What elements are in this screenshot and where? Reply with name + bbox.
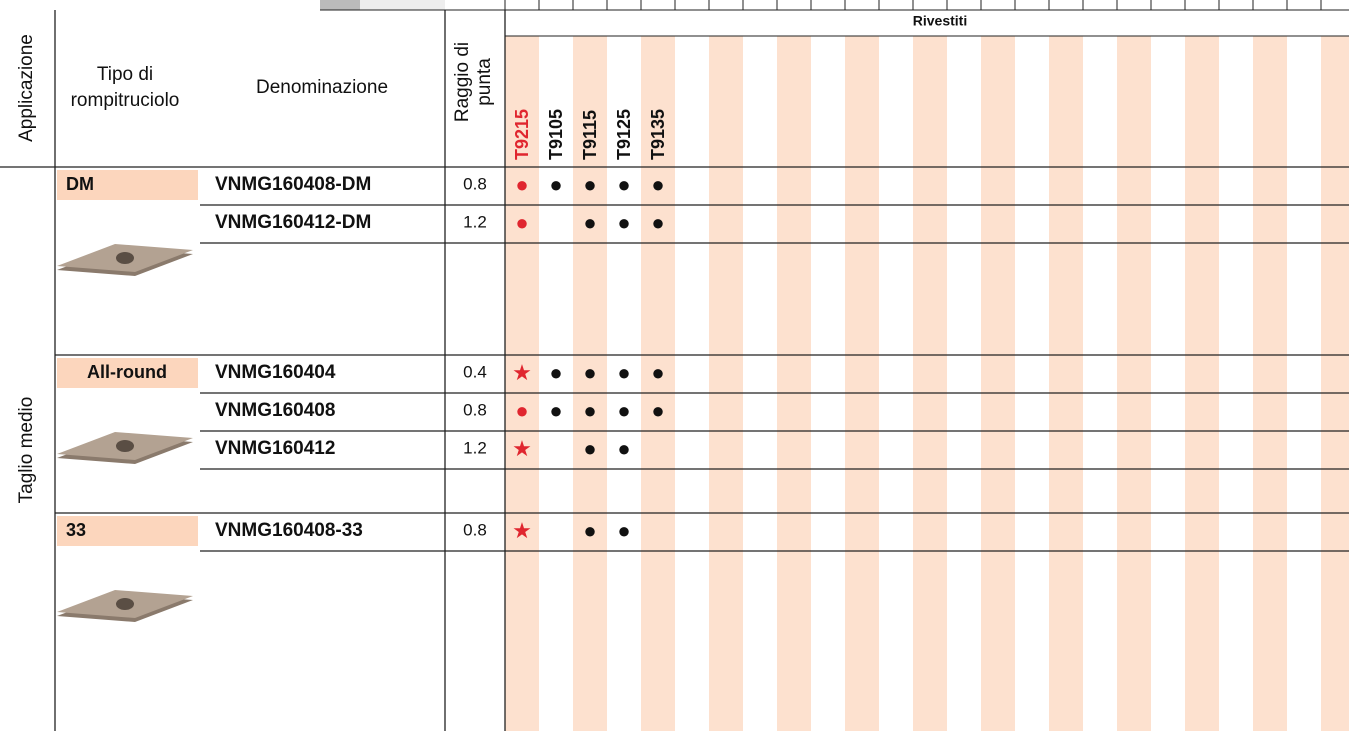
breaker-label: 33 bbox=[66, 520, 86, 540]
column-stripe bbox=[641, 36, 675, 731]
column-stripe bbox=[845, 36, 879, 731]
radius: 0.4 bbox=[463, 362, 487, 381]
designation: VNMG160408 bbox=[215, 400, 335, 421]
column-stripe bbox=[709, 36, 743, 731]
radius-header: punta bbox=[474, 58, 495, 106]
grade-mark: ★ bbox=[512, 436, 532, 461]
grade-label: T9115 bbox=[580, 110, 600, 160]
designation-header: Denominazione bbox=[256, 77, 388, 98]
grade-mark: ● bbox=[651, 172, 664, 197]
column-stripe bbox=[981, 36, 1015, 731]
grade-label: T9135 bbox=[648, 109, 668, 160]
radius-header: Raggio di bbox=[452, 42, 473, 122]
column-stripe bbox=[1049, 36, 1083, 731]
grade-mark: ● bbox=[583, 436, 596, 461]
grade-mark: ● bbox=[651, 210, 664, 235]
grade-mark: ● bbox=[583, 172, 596, 197]
breaker-box bbox=[57, 516, 198, 546]
radius: 1.2 bbox=[463, 212, 487, 231]
breaker-label: All-round bbox=[87, 362, 167, 382]
coated-header: Rivestiti bbox=[913, 13, 967, 29]
grade-label: T9105 bbox=[546, 109, 566, 160]
column-stripe bbox=[1321, 36, 1349, 731]
breaker-box bbox=[57, 170, 198, 200]
radius: 0.8 bbox=[463, 174, 487, 193]
grade-mark: ● bbox=[617, 398, 630, 423]
column-stripe bbox=[777, 36, 811, 731]
radius: 0.8 bbox=[463, 400, 487, 419]
breaker-header: Tipo di bbox=[97, 64, 153, 85]
grade-mark: ● bbox=[583, 210, 596, 235]
breaker-header: rompitruciolo bbox=[71, 90, 180, 111]
column-stripe bbox=[1117, 36, 1151, 731]
column-stripe bbox=[573, 36, 607, 731]
column-stripe bbox=[505, 36, 539, 731]
grade-mark: ● bbox=[549, 398, 562, 423]
grade-mark: ● bbox=[583, 518, 596, 543]
breaker-box bbox=[57, 358, 198, 388]
grade-mark: ● bbox=[549, 360, 562, 385]
radius: 0.8 bbox=[463, 520, 487, 539]
application-header: Applicazione bbox=[16, 34, 37, 142]
grade-mark: ● bbox=[617, 518, 630, 543]
insert-image bbox=[116, 440, 134, 452]
top-strip bbox=[360, 0, 445, 10]
grade-mark: ★ bbox=[512, 360, 532, 385]
top-strip bbox=[320, 0, 360, 10]
application-value: Taglio medio bbox=[16, 397, 37, 504]
grade-mark: ● bbox=[651, 360, 664, 385]
content: T9215 T9105 T9115 T9125 T9135 DM VNMG160408-DM… bbox=[57, 109, 668, 622]
radius: 1.2 bbox=[463, 438, 487, 457]
designation: VNMG160412 bbox=[215, 438, 335, 459]
grade-mark: ● bbox=[515, 398, 528, 423]
grade-mark: ● bbox=[617, 436, 630, 461]
column-stripe bbox=[913, 36, 947, 731]
column-stripe bbox=[1253, 36, 1287, 731]
column-stripe bbox=[1185, 36, 1219, 731]
breaker-label: DM bbox=[66, 174, 94, 194]
grade-label: T9215 bbox=[512, 109, 532, 160]
designation: VNMG160404 bbox=[215, 362, 336, 383]
insert-image bbox=[116, 598, 134, 610]
grade-mark: ● bbox=[549, 172, 562, 197]
designation: VNMG160408-DM bbox=[215, 174, 371, 195]
grade-mark: ● bbox=[617, 360, 630, 385]
designation: VNMG160412-DM bbox=[215, 212, 371, 233]
grade-mark: ● bbox=[617, 172, 630, 197]
grade-mark: ★ bbox=[512, 518, 532, 543]
grade-label: T9125 bbox=[614, 109, 634, 160]
grade-mark: ● bbox=[583, 398, 596, 423]
grade-mark: ● bbox=[617, 210, 630, 235]
grade-mark: ● bbox=[651, 398, 664, 423]
designation: VNMG160408-33 bbox=[215, 520, 363, 541]
grade-mark: ● bbox=[515, 210, 528, 235]
grade-mark: ● bbox=[583, 360, 596, 385]
grade-mark: ● bbox=[515, 172, 528, 197]
insert-image bbox=[116, 252, 134, 264]
